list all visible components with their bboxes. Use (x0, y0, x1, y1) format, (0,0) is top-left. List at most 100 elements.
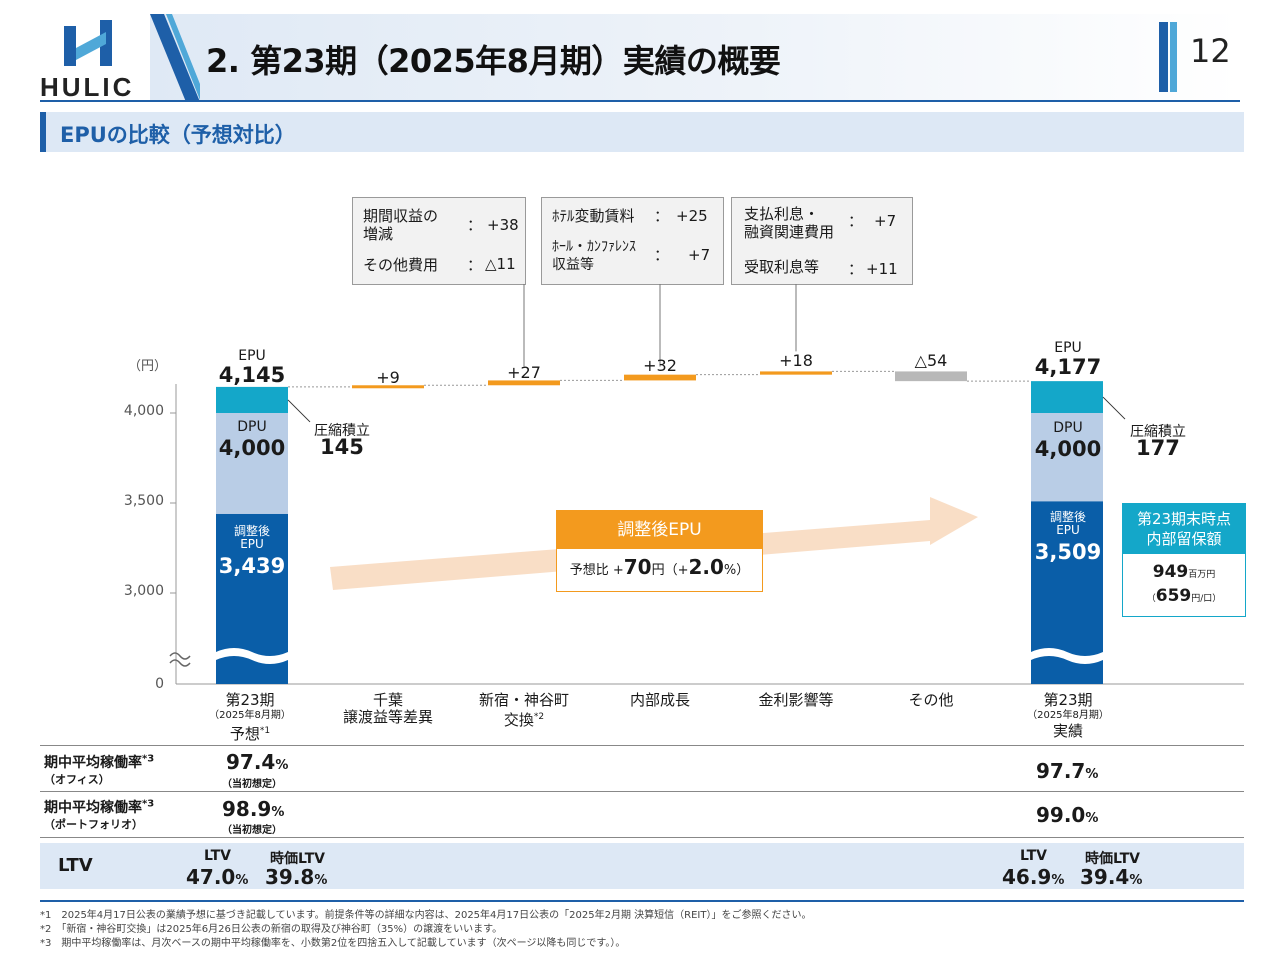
retained-title-1: 第23期末時点 (1136, 510, 1232, 528)
callout-value: +11 (866, 260, 898, 278)
occupancy-portfolio-label: 期中平均稼働率*3 (44, 797, 154, 817)
x-label-interest: 金利影響等 (758, 691, 834, 709)
callout-sep: ： (654, 207, 670, 225)
row-label: 期中平均稼働率 (44, 800, 142, 816)
value: 98.9 (222, 797, 272, 821)
actual-adjusted-label: 調整後 (1049, 510, 1086, 524)
hulic-logo-mark (64, 20, 112, 66)
delta-bar (760, 371, 832, 375)
unit: % (1051, 873, 1065, 888)
page-number-bar-light (1170, 22, 1177, 92)
x-label-forecast: 第23期 （2025年8月期） 予想*1 (175, 692, 325, 743)
delta-bar (488, 380, 560, 386)
value: 99.0 (1036, 803, 1086, 827)
x-label-name: 第23期 (1043, 691, 1093, 709)
callout-value: △11 (485, 255, 516, 273)
adjusted-value: 70 (623, 555, 652, 579)
occupancy-portfolio-sub: （ポートフォリオ） (44, 818, 143, 831)
forecast-dpu-label: DPU (237, 419, 267, 435)
retained-value-1: 949 (1152, 562, 1189, 582)
callout-box-1: 期間収益の 増減 ： +38 その他費用 ： △11 (352, 197, 526, 285)
page-title: 2. 第23期（2025年8月期）実績の概要 (206, 42, 781, 80)
occupancy-office-sub: （オフィス） (44, 773, 110, 786)
adjusted-suffix: %） (723, 563, 750, 578)
footnote-1: *1 2025年4月17日公表の業績予想に基づき記載しています。前提条件等の詳細… (40, 910, 812, 921)
axis-break-mark (169, 652, 191, 660)
x-label-sub: （2025年8月期） (1027, 710, 1109, 721)
x-label-note: *1 (259, 726, 271, 736)
occupancy-portfolio-actual: 99.0% (1036, 803, 1098, 827)
unit: % (314, 873, 328, 888)
x-label-name: 第23期 (225, 691, 275, 709)
delta-label: +9 (376, 368, 400, 387)
unit: % (1085, 767, 1099, 782)
mv-ltv-col-actual: 時価LTV (1085, 851, 1140, 867)
callout-label: ﾎｰﾙ・ｶﾝﾌｧﾚﾝｽ 収益等 (552, 239, 636, 273)
adjusted-prefix: 予想比 + (569, 563, 624, 578)
actual-dpu-segment (1031, 413, 1103, 502)
actual-epu-value: 4,177 (1034, 355, 1102, 379)
mv-ltv-forecast: 39.8% (265, 865, 327, 889)
delta-bar (352, 385, 424, 389)
actual-reserve-segment (1031, 381, 1103, 413)
callout-label: 支払利息・ 融資関連費用 (744, 205, 835, 241)
value: 47.0 (186, 865, 236, 889)
actual-adjusted-label-2: EPU (1056, 523, 1080, 537)
callout-value: +25 (676, 207, 708, 225)
adjusted-epu-line: 予想比 +70円（+2.0%） (557, 555, 762, 579)
forecast-reserve-leader (287, 399, 311, 423)
value: 46.9 (1002, 865, 1052, 889)
callout-value: +38 (487, 216, 519, 234)
actual-dpu-value: 4,000 (1034, 437, 1102, 461)
occupancy-office-label: 期中平均稼働率*3 (44, 752, 154, 772)
header-slash (150, 14, 200, 102)
callout-value: +7 (874, 212, 897, 230)
retained-value-1-row: 949百万円 (1123, 562, 1245, 582)
adjusted-unit: 円（+ (651, 563, 689, 578)
row-label: 期中平均稼働率 (44, 755, 142, 771)
y-tick-label: 3,000 (123, 583, 164, 599)
forecast-adjusted-label: 調整後 (233, 524, 270, 538)
x-label-note: *2 (533, 712, 545, 722)
forecast-reserve-segment (216, 386, 288, 413)
delta-label: +32 (643, 356, 677, 375)
ltv-col-forecast: LTV (204, 848, 231, 864)
x-label-chiba: 千葉 譲渡益等差異 (313, 692, 463, 726)
row-note: *3 (142, 753, 155, 765)
value: 39.8 (265, 865, 315, 889)
callout-label: その他費用 (363, 256, 439, 274)
table-rule (40, 791, 1244, 792)
actual-reserve-leader (1102, 396, 1126, 420)
section-marker (40, 112, 46, 152)
delta-label: △54 (914, 351, 948, 370)
footnote-3: *3 期中平均稼働率は、月次ベースの期中平均稼働率を、小数第2位を四捨五入して記… (40, 938, 626, 949)
occupancy-portfolio-forecast-note: （当初想定） (222, 825, 282, 836)
forecast-reserve-label: 圧縮積立 (314, 423, 370, 439)
page-number: 12 (1190, 32, 1231, 70)
x-label-internal: 内部成長 (629, 691, 690, 709)
occupancy-office-forecast-note: （当初想定） (222, 779, 282, 790)
delta-label: +18 (779, 351, 813, 370)
adjusted-pct: 2.0 (688, 555, 724, 579)
actual-reserve-label: 圧縮積立 (1130, 424, 1186, 440)
table-bottom-rule (40, 900, 1244, 902)
unit: % (1085, 811, 1099, 826)
y-axis-unit: （円） (128, 359, 168, 374)
mv-ltv-col-forecast: 時価LTV (270, 851, 325, 867)
retained-value-2-row: （659円/口） (1123, 586, 1245, 606)
actual-dpu-label: DPU (1053, 420, 1083, 436)
table-rule (40, 837, 1244, 838)
row-note: *3 (142, 798, 155, 810)
logo-text: HULIC (40, 72, 135, 102)
x-label-actual: 第23期 （2025年8月期） 実績 (993, 692, 1143, 740)
callout-sep: ： (467, 256, 483, 274)
section-title: EPUの比較（予想対比） (60, 123, 296, 147)
value: 97.7 (1036, 759, 1086, 783)
x-label-name: 新宿・神谷町 (478, 691, 569, 709)
unit: % (1129, 873, 1143, 888)
occupancy-portfolio-forecast: 98.9% (222, 797, 284, 821)
callout-sep: ： (654, 246, 670, 264)
x-label-name2: 譲渡益等差異 (342, 708, 433, 726)
value: 97.4 (226, 750, 276, 774)
x-label-other: その他 (908, 691, 954, 709)
